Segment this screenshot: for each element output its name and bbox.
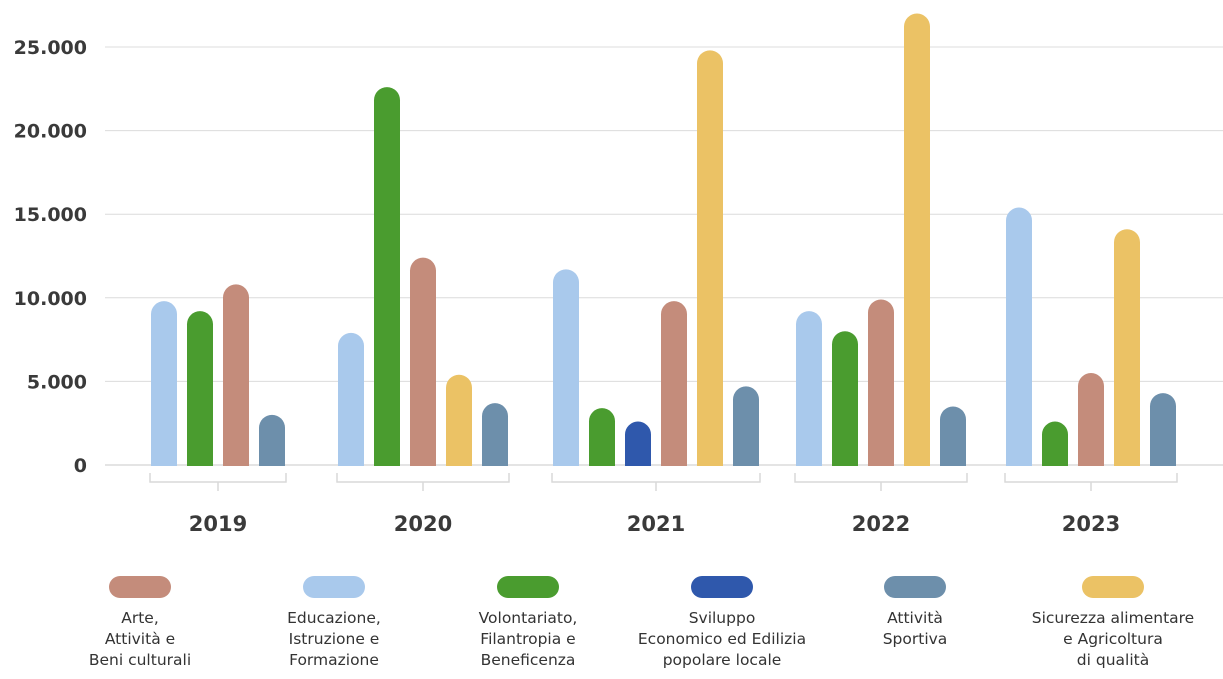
category-bracket xyxy=(794,473,968,483)
bar-base xyxy=(410,452,436,466)
bar xyxy=(187,311,213,466)
bar-base xyxy=(832,452,858,466)
bars xyxy=(151,13,1176,467)
bar-base xyxy=(1042,452,1068,466)
bar xyxy=(338,332,364,466)
legend-label: Sicurezza alimentare e Agricoltura di qu… xyxy=(1031,609,1195,669)
bar-base xyxy=(151,452,177,466)
bar xyxy=(697,50,723,467)
bar xyxy=(446,374,472,466)
y-tick-label: 0 xyxy=(74,455,87,477)
legend-label: Arte, Attività e Beni culturali xyxy=(88,609,192,669)
bar-base xyxy=(338,452,364,466)
x-tick-label: 2020 xyxy=(394,512,452,536)
bar-base xyxy=(733,452,759,466)
y-tick-label: 20.000 xyxy=(14,121,87,143)
x-tick-label: 2022 xyxy=(852,512,910,536)
legend-label: Sviluppo Economico ed Edilizia popolare … xyxy=(637,609,807,669)
bar-base xyxy=(904,452,930,466)
bar-base xyxy=(1006,452,1032,466)
bar xyxy=(410,257,436,466)
legend-item: Arte, Attività e Beni culturali xyxy=(40,576,240,671)
bar xyxy=(1150,393,1176,466)
bar-base xyxy=(374,452,400,466)
bar xyxy=(553,269,579,466)
y-tick-label: 5.000 xyxy=(27,371,87,393)
bar-base xyxy=(697,452,723,466)
legend-swatch xyxy=(884,576,946,598)
category-bracket xyxy=(336,473,510,483)
x-axis: 2019 2020 2021 2022 2023 xyxy=(189,512,1120,536)
bar-base xyxy=(1114,452,1140,466)
bar xyxy=(661,301,687,466)
bar-base xyxy=(589,452,615,466)
category-brackets xyxy=(149,473,1178,491)
bar-base xyxy=(868,452,894,466)
legend-swatch xyxy=(691,576,753,598)
bar-base xyxy=(553,452,579,466)
bar xyxy=(940,406,966,466)
bar-base xyxy=(1150,452,1176,466)
bar-base xyxy=(187,452,213,466)
bar xyxy=(1006,207,1032,466)
bar xyxy=(589,408,615,466)
bar xyxy=(223,284,249,466)
bar xyxy=(374,87,400,467)
bar xyxy=(1078,373,1104,466)
legend-item: Sicurezza alimentare e Agricoltura di qu… xyxy=(1013,576,1213,671)
legend-label: Volontariato, Filantropia e Beneficenza xyxy=(478,609,578,669)
bar-base xyxy=(482,452,508,466)
legend-swatch xyxy=(303,576,365,598)
bar-base xyxy=(446,452,472,466)
bar-base xyxy=(259,452,285,466)
category-bracket xyxy=(149,473,287,483)
legend-item: Sviluppo Economico ed Edilizia popolare … xyxy=(622,576,822,671)
category-bracket xyxy=(551,473,761,483)
bar xyxy=(151,301,177,466)
bar xyxy=(832,331,858,466)
y-axis: 0 5.000 10.000 15.000 20.000 25.000 xyxy=(14,37,87,477)
bar-base xyxy=(223,452,249,466)
x-tick-label: 2023 xyxy=(1062,512,1120,536)
category-bracket xyxy=(1004,473,1178,483)
legend-item: Volontariato, Filantropia e Beneficenza xyxy=(428,576,628,671)
gridlines xyxy=(105,46,1223,466)
legend-item: Attività Sportiva xyxy=(815,576,1015,650)
bar xyxy=(482,403,508,466)
bar-base xyxy=(940,452,966,466)
legend-label: Educazione, Istruzione e Formazione xyxy=(287,609,381,669)
legend-swatch xyxy=(497,576,559,598)
y-tick-label: 10.000 xyxy=(14,288,87,310)
bar-base xyxy=(1078,452,1104,466)
y-tick-label: 15.000 xyxy=(14,204,87,226)
y-tick-label: 25.000 xyxy=(14,37,87,59)
bar-base xyxy=(625,452,651,466)
bar xyxy=(904,13,930,467)
bar xyxy=(796,311,822,466)
bar xyxy=(1114,229,1140,466)
bar xyxy=(868,299,894,466)
x-tick-label: 2021 xyxy=(627,512,685,536)
legend: Arte, Attività e Beni culturali Educazion… xyxy=(0,576,1223,679)
legend-swatch xyxy=(1082,576,1144,598)
bar xyxy=(733,386,759,466)
legend-label: Attività Sportiva xyxy=(882,609,948,648)
x-tick-label: 2019 xyxy=(189,512,247,536)
legend-item: Educazione, Istruzione e Formazione xyxy=(234,576,434,671)
bar-base xyxy=(796,452,822,466)
legend-swatch xyxy=(109,576,171,598)
bar-base xyxy=(661,452,687,466)
